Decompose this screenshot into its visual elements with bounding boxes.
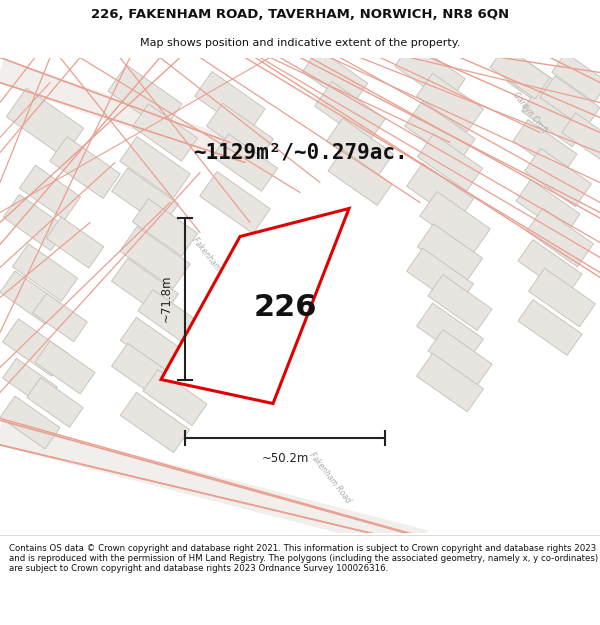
Polygon shape	[112, 343, 178, 402]
Polygon shape	[6, 88, 84, 157]
Text: ~1129m²/~0.279ac.: ~1129m²/~0.279ac.	[193, 142, 407, 162]
Text: Map shows position and indicative extent of the property.: Map shows position and indicative extent…	[140, 38, 460, 48]
Polygon shape	[405, 102, 475, 163]
Polygon shape	[552, 52, 600, 102]
Polygon shape	[35, 341, 95, 394]
Polygon shape	[416, 353, 484, 412]
Polygon shape	[195, 72, 265, 133]
Polygon shape	[121, 318, 190, 378]
Text: Gardyn Croft: Gardyn Croft	[511, 91, 548, 134]
Polygon shape	[50, 137, 120, 198]
Polygon shape	[428, 274, 492, 331]
Polygon shape	[407, 163, 473, 222]
Polygon shape	[420, 192, 490, 253]
Polygon shape	[395, 42, 465, 103]
Polygon shape	[407, 248, 473, 307]
Polygon shape	[112, 258, 178, 317]
Polygon shape	[326, 118, 394, 177]
Polygon shape	[0, 271, 60, 324]
Polygon shape	[2, 319, 68, 376]
Polygon shape	[19, 165, 80, 220]
Polygon shape	[527, 208, 593, 267]
Polygon shape	[32, 293, 88, 342]
Polygon shape	[516, 179, 580, 236]
Polygon shape	[513, 119, 577, 176]
Polygon shape	[328, 149, 392, 206]
Polygon shape	[529, 268, 595, 327]
Polygon shape	[120, 137, 190, 198]
Polygon shape	[524, 148, 592, 207]
Polygon shape	[133, 199, 197, 256]
Polygon shape	[138, 289, 202, 346]
Polygon shape	[0, 396, 60, 449]
Polygon shape	[112, 168, 178, 227]
Polygon shape	[3, 194, 67, 251]
Polygon shape	[206, 103, 274, 162]
Polygon shape	[540, 76, 600, 129]
Polygon shape	[315, 82, 385, 143]
Polygon shape	[428, 329, 492, 386]
Polygon shape	[13, 244, 77, 301]
Polygon shape	[121, 392, 190, 452]
Text: Fakenham Road: Fakenham Road	[190, 236, 236, 289]
Polygon shape	[200, 172, 270, 233]
Polygon shape	[518, 239, 582, 296]
Polygon shape	[2, 358, 58, 407]
Polygon shape	[133, 104, 197, 161]
Polygon shape	[27, 378, 83, 428]
Text: ~50.2m: ~50.2m	[262, 451, 308, 464]
Polygon shape	[418, 224, 482, 281]
Polygon shape	[46, 217, 104, 268]
Polygon shape	[562, 112, 600, 162]
Polygon shape	[120, 227, 190, 288]
Text: 226: 226	[254, 292, 317, 321]
Polygon shape	[418, 134, 482, 191]
Polygon shape	[108, 65, 182, 130]
Text: Contains OS data © Crown copyright and database right 2021. This information is : Contains OS data © Crown copyright and d…	[9, 544, 598, 573]
Polygon shape	[490, 46, 550, 99]
Polygon shape	[161, 209, 349, 404]
Polygon shape	[416, 303, 484, 362]
Polygon shape	[508, 59, 572, 116]
Text: 226, FAKENHAM ROAD, TAVERHAM, NORWICH, NR8 6QN: 226, FAKENHAM ROAD, TAVERHAM, NORWICH, N…	[91, 8, 509, 21]
Polygon shape	[143, 369, 207, 426]
Text: ~71.8m: ~71.8m	[160, 275, 173, 322]
Polygon shape	[302, 49, 368, 106]
Polygon shape	[212, 134, 278, 191]
Text: Fakenham Road: Fakenham Road	[307, 451, 353, 504]
Polygon shape	[416, 73, 484, 132]
Polygon shape	[521, 88, 589, 147]
Polygon shape	[518, 299, 582, 356]
